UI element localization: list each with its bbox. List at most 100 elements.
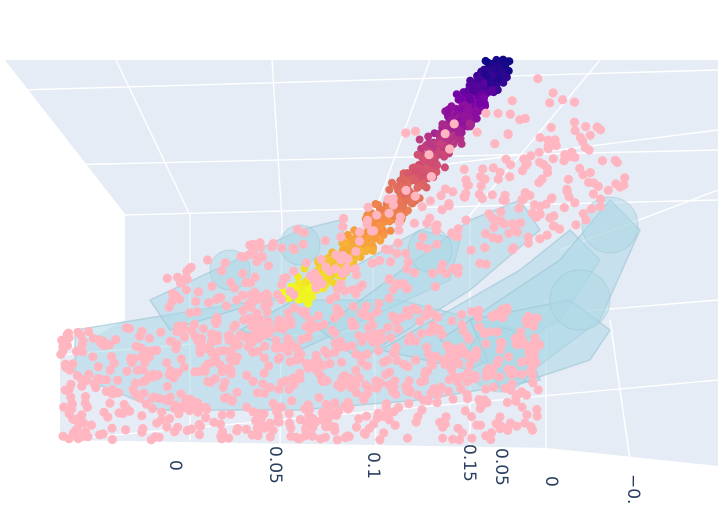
point-cloud-point — [137, 411, 147, 421]
point-cloud-point — [292, 224, 302, 234]
point-cloud-point — [91, 382, 101, 393]
point-cloud-point — [175, 294, 185, 304]
point-cloud-point — [454, 359, 464, 369]
point-cloud-point — [438, 422, 448, 432]
point-cloud-point — [384, 275, 395, 285]
point-cloud-point — [86, 420, 96, 430]
point-cloud-point — [169, 403, 179, 413]
point-cloud-point — [488, 232, 498, 243]
point-cloud-point — [192, 307, 202, 317]
point-cloud-point — [578, 209, 588, 219]
point-cloud-point — [504, 352, 514, 362]
point-cloud-point — [517, 369, 527, 379]
point-cloud-point — [376, 378, 386, 388]
point-cloud-point — [444, 351, 454, 361]
point-cloud-point — [416, 377, 426, 387]
point-cloud-point — [330, 347, 340, 357]
point-cloud-point — [313, 274, 324, 284]
point-cloud-point — [457, 428, 467, 438]
point-cloud-point — [368, 226, 379, 236]
point-cloud-point — [449, 230, 459, 240]
point-cloud-point — [528, 370, 538, 380]
point-cloud-point — [543, 167, 553, 178]
point-cloud-point — [258, 379, 268, 389]
trajectory-point — [501, 61, 510, 70]
tick-label-axis2-0: 0.05 — [491, 448, 511, 486]
point-cloud-point — [121, 403, 131, 413]
point-cloud-point — [533, 385, 543, 395]
point-cloud-point — [456, 384, 466, 394]
point-cloud-point — [258, 323, 268, 333]
point-cloud-point — [425, 213, 435, 223]
point-cloud-point — [107, 352, 117, 362]
point-cloud-point — [459, 192, 469, 202]
point-cloud-point — [464, 351, 474, 361]
point-cloud-point — [121, 323, 131, 333]
point-cloud-point — [141, 375, 151, 385]
point-cloud-point — [515, 218, 526, 228]
point-cloud-point — [127, 358, 137, 368]
point-cloud-point — [275, 343, 285, 353]
point-cloud-point — [441, 412, 451, 422]
point-cloud-point — [488, 163, 498, 173]
point-cloud-point — [448, 394, 458, 404]
point-cloud-point — [571, 220, 581, 230]
point-cloud-point — [308, 414, 318, 424]
point-cloud-point — [274, 417, 284, 427]
point-cloud-point — [259, 368, 269, 378]
trajectory-point — [413, 150, 422, 159]
point-cloud-point — [403, 336, 413, 346]
point-cloud-point — [336, 255, 346, 265]
point-cloud-point — [448, 434, 458, 444]
point-cloud-point — [137, 352, 147, 362]
point-cloud-point — [351, 422, 362, 432]
point-cloud-point — [481, 339, 491, 349]
point-cloud-point — [385, 367, 395, 377]
trajectory-point — [474, 74, 482, 83]
point-cloud-point — [535, 234, 545, 244]
point-cloud-point — [519, 154, 529, 164]
point-cloud-point — [181, 394, 191, 404]
point-cloud-point — [248, 331, 258, 341]
point-cloud-point — [232, 295, 242, 305]
point-cloud-point — [388, 285, 398, 295]
point-cloud-point — [575, 132, 586, 143]
point-cloud-point — [284, 409, 294, 419]
point-cloud-point — [62, 341, 73, 351]
point-cloud-point — [392, 355, 402, 366]
point-cloud-point — [492, 327, 502, 337]
point-cloud-point — [381, 399, 391, 410]
point-cloud-point — [202, 404, 212, 414]
point-cloud-point — [467, 306, 477, 317]
tick-label-axis2-2: −0. — [623, 474, 643, 504]
grid-line — [469, 59, 601, 216]
point-cloud-point — [302, 419, 312, 429]
point-cloud-point — [363, 322, 374, 332]
point-cloud-point — [354, 236, 364, 246]
point-cloud-point — [481, 371, 491, 382]
point-cloud-point — [348, 285, 358, 295]
point-cloud-point — [152, 345, 162, 355]
point-cloud-point — [531, 211, 542, 221]
point-cloud-point — [474, 189, 484, 199]
point-cloud-point — [330, 312, 340, 322]
point-cloud-point — [181, 273, 191, 283]
point-cloud-point — [480, 243, 490, 253]
tick-label-axis1-2: 0.1 — [363, 452, 383, 479]
point-cloud-point — [489, 222, 499, 232]
point-cloud-point — [403, 362, 413, 372]
point-cloud-point — [449, 372, 459, 382]
point-cloud-point — [475, 258, 485, 268]
point-cloud-point — [354, 414, 364, 424]
point-cloud-point — [77, 381, 87, 391]
trajectory-point — [495, 74, 504, 83]
point-cloud-point — [99, 407, 109, 417]
point-cloud-point — [239, 315, 249, 325]
point-cloud-point — [415, 241, 425, 251]
point-cloud-point — [162, 422, 172, 432]
point-cloud-point — [520, 188, 530, 198]
point-cloud-point — [245, 240, 255, 250]
point-cloud-point — [500, 195, 510, 205]
axis-ticks-2: 0.05 0 −0. — [491, 448, 643, 504]
